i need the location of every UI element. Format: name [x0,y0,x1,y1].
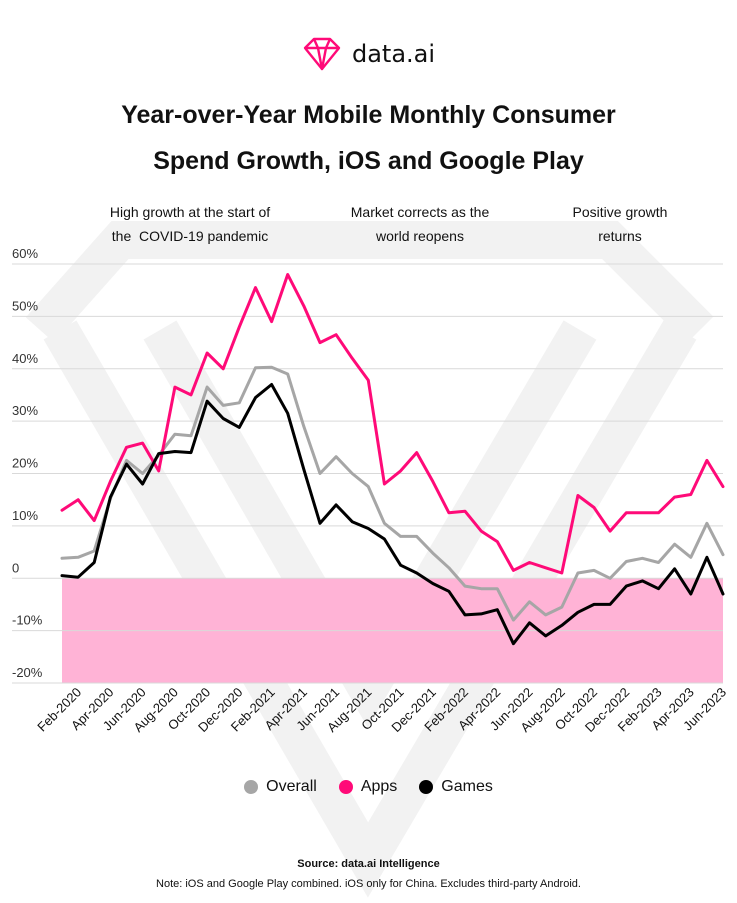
series-line-games [60,383,725,646]
y-tick-label: 50% [12,298,38,313]
annotation-line: returns [598,228,642,244]
annotation-line: High growth at the start of [109,204,271,220]
series-line-apps [60,273,725,575]
annotation-line: world reopens [376,228,464,244]
brand-name: data.ai [351,40,436,68]
note-text: Note: iOS and Google Play combined. iOS … [156,878,581,890]
annotation-line: Market corrects as the [350,204,490,220]
y-tick-label: 10% [12,508,38,523]
brand-logo: data.ai [0,36,737,72]
y-tick-label: 60% [12,246,38,261]
legend-swatch-apps [338,780,353,794]
annotation-line: Positive growth [572,204,668,220]
annotation-positive-growth: Positive growth returns [540,200,700,248]
y-tick-label: -20% [12,665,43,680]
legend-item-games: Games [419,778,493,796]
chart-title-line-2: Spend Growth, iOS and Google Play [153,147,584,175]
annotation-covid-growth: High growth at the start of the COVID-19… [85,200,295,248]
chart-legend: Overall Apps Games [0,778,737,796]
legend-swatch-games [419,780,434,794]
series-line-overall [60,365,725,622]
y-tick-label: 20% [12,456,38,471]
y-tick-label: 40% [12,351,38,366]
legend-label: Apps [360,778,398,795]
legend-label: Games [441,778,493,795]
annotation-line: the COVID-19 pandemic [111,228,269,244]
chart-title: Year-over-Year Mobile Monthly Consumer S… [40,92,697,184]
diamond-logo-icon [303,37,341,71]
y-tick-label: 30% [12,403,38,418]
legend-item-overall: Overall [244,778,317,796]
chart-title-line-1: Year-over-Year Mobile Monthly Consumer [121,101,616,129]
legend-label: Overall [266,778,317,795]
source-text: Source: data.ai Intelligence [297,858,440,870]
y-tick-label: 0 [12,560,19,575]
annotation-market-corrects: Market corrects as the world reopens [320,200,520,248]
y-tick-label: -10% [12,613,43,628]
legend-swatch-overall [244,780,259,794]
legend-item-apps: Apps [338,778,398,796]
